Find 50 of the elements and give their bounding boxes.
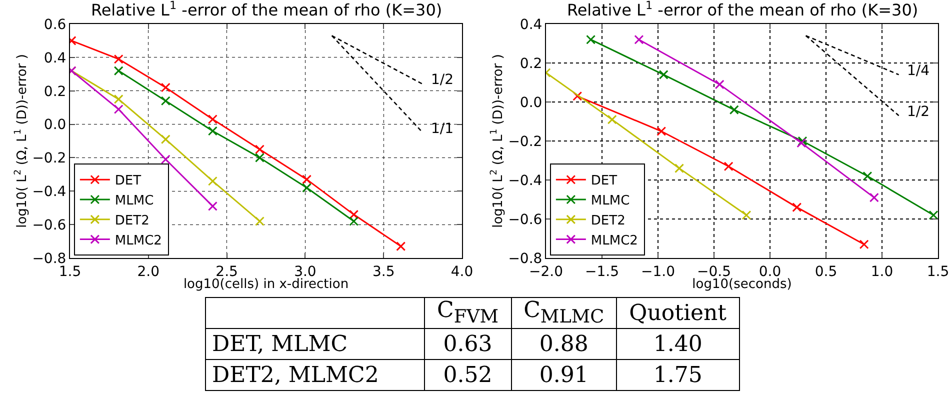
legend-label: MLMC (114, 194, 154, 209)
x-tick-label: 1.5 (926, 264, 950, 280)
x-tick-label: 2.0 (137, 264, 160, 280)
y-tick-label: −0.4 (508, 172, 542, 189)
y-tick-label: 0.2 (520, 56, 542, 72)
text: 0.52 (443, 362, 492, 388)
x-tick-label: 1.0 (870, 264, 894, 280)
x-tick-label: −0.5 (697, 264, 731, 280)
text: 0.91 (539, 362, 588, 388)
legend-label: MLMC (590, 194, 630, 209)
text: 0.88 (539, 332, 588, 356)
chart-title: Relative L$^{1}$ -error of the mean of rho (K=30) (90, 0, 442, 20)
y-tick-label: −0.2 (32, 150, 66, 167)
chart-title: Relative L$^{1}$ -error of the mean of rho (K=30) (566, 0, 918, 20)
y-tick-label: −0.6 (32, 217, 66, 234)
y-tick-label: −0.6 (508, 212, 542, 228)
y-tick-label: 0.2 (44, 84, 66, 100)
annotation: 1/4 (907, 63, 930, 79)
x-axis-title: log10(seconds) (692, 277, 792, 292)
y-tick-label: −0.2 (508, 134, 542, 150)
x-tick-label: 0.0 (758, 264, 782, 280)
annotation: 1/2 (907, 104, 930, 120)
y-tick-label: 0.0 (44, 117, 66, 134)
legend-label: DET2 (590, 213, 626, 228)
category-label: DET, MLMC (212, 332, 348, 356)
legend-label: MLMC2 (114, 233, 162, 248)
category-label: DET2, MLMC2 (212, 362, 379, 388)
text: 0.63 (443, 332, 492, 356)
annotation: 1/1 (431, 121, 454, 137)
category-label: Quotient (616, 298, 740, 328)
legend-label: DET (590, 174, 618, 189)
x-tick-label: −1.5 (585, 264, 619, 280)
y-tick-label: 0.0 (520, 94, 542, 111)
x-tick-label: 3.5 (372, 264, 395, 280)
y-tick-label: 0.4 (44, 50, 66, 66)
text: 1.40 (653, 332, 702, 356)
legend-label: DET (114, 174, 142, 189)
category-label: C$_{FVM}$ (424, 298, 512, 328)
x-axis-title: log10(cells) in x-direction (183, 277, 349, 292)
x-tick-label: 4.0 (450, 264, 474, 280)
text: 1.75 (653, 362, 702, 388)
category-label: C$_{MLMC}$ (511, 298, 617, 328)
legend-label: DET2 (114, 213, 150, 228)
legend-label: MLMC2 (590, 233, 638, 248)
x-tick-label: 0.5 (814, 264, 838, 280)
y-tick-label: 0.4 (520, 16, 542, 33)
y-tick-label: −0.4 (32, 184, 66, 200)
x-tick-label: −1.0 (641, 264, 675, 280)
annotation: 1/2 (431, 72, 454, 88)
y-tick-label: 0.6 (44, 16, 66, 33)
